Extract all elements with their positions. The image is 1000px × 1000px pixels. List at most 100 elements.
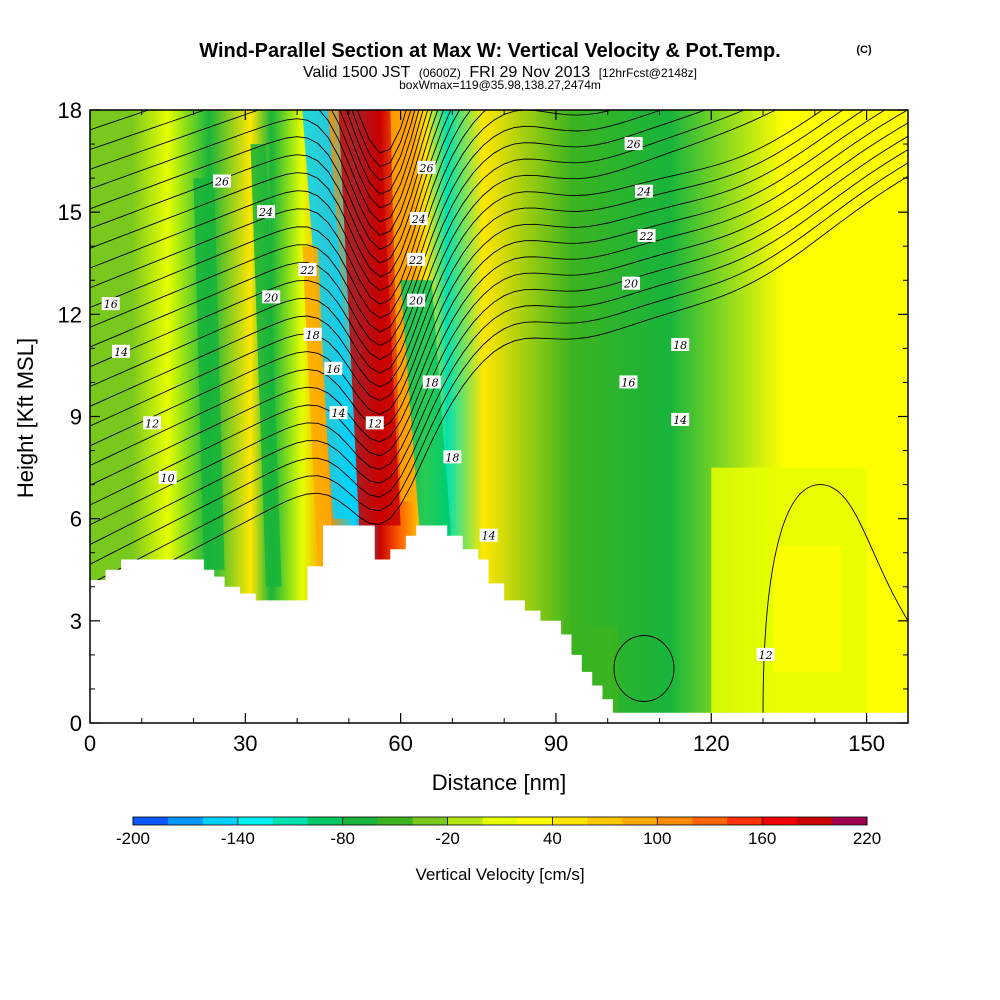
theta-contour: [90, 110, 429, 223]
theta-contour: [90, 110, 452, 278]
theta-contour-label: 26: [417, 160, 436, 175]
colorbar-tick-label: -20: [435, 829, 460, 848]
theta-contour-label: 10: [158, 470, 177, 485]
colorbar-swatch: [167, 817, 204, 825]
colorbar-swatch: [272, 817, 309, 825]
theta-contour-label: 14: [479, 528, 498, 543]
theta-contour-label: 24: [409, 211, 428, 226]
colorbar-swatch: [797, 817, 833, 825]
theta-contour-labels: 26 24 22 20 18 16 16 14 14 12 12 10 26 24 22 20 18 18 14 26…: [101, 137, 775, 662]
colorbar-swatch: [762, 817, 798, 825]
theta-contour-label: 14: [671, 412, 690, 427]
theta-contour-label: 24: [257, 205, 276, 219]
theta-contour-label: 22: [298, 263, 317, 277]
theta-contour-label: 24: [634, 184, 653, 199]
colorbar-swatch: [622, 817, 658, 825]
theta-contour-label: 16: [101, 297, 120, 311]
colorbar-tick-label: 40: [543, 829, 562, 848]
colorbar-swatch: [832, 817, 868, 825]
colorbar-tick-label: 220: [853, 829, 881, 848]
colorbar-swatch: [377, 817, 414, 825]
velocity-cell: [250, 144, 282, 587]
theta-contour: [90, 122, 908, 526]
colorbar-swatch: [657, 817, 693, 825]
colorbar-tick-label: 100: [643, 829, 671, 848]
theta-contour-label: 12: [756, 647, 775, 662]
x-tick-label: 90: [544, 731, 568, 756]
y-tick-label: 9: [70, 405, 82, 430]
colorbar-swatch: [447, 817, 484, 825]
y-tick-label: 18: [58, 98, 82, 123]
terrain: [90, 525, 908, 723]
theta-contour: [90, 110, 433, 237]
svg-text:14: 14: [332, 407, 346, 420]
svg-text:24: 24: [636, 186, 651, 199]
colorbar-swatch: [692, 817, 728, 825]
theta-contour: [90, 110, 746, 387]
x-tick-label: 30: [233, 731, 257, 756]
svg-text:26: 26: [214, 176, 229, 189]
theta-contour: [90, 149, 908, 565]
svg-text:18: 18: [673, 339, 687, 352]
theta-contour: [90, 110, 908, 506]
theta-contour: [90, 110, 707, 368]
subtitle-utc: (0600Z): [419, 66, 461, 80]
theta-contour-label: 18: [443, 450, 462, 464]
copyright-mark: (C): [856, 44, 872, 56]
svg-text:26: 26: [626, 138, 641, 151]
theta-contour-label: 20: [407, 293, 426, 308]
colorbar-swatch: [202, 817, 239, 825]
theta-contour: [90, 110, 777, 407]
svg-text:10: 10: [161, 472, 175, 485]
y-tick-label: 12: [58, 302, 82, 327]
svg-text:18: 18: [306, 329, 320, 342]
chart-subtitle: Valid 1500 JST (0600Z) FRI 29 Nov 2013 […: [303, 64, 697, 81]
y-axis-label: Height [Kft MSL]: [13, 338, 38, 498]
colorbar: -200 -140 -80 -20 40 100 160 220: [116, 816, 881, 848]
theta-contour: [90, 110, 844, 447]
svg-text:20: 20: [623, 278, 638, 291]
svg-text:22: 22: [408, 254, 423, 267]
theta-contour-label: 14: [329, 406, 348, 420]
x-axis: 0 30 60 90 120 150: [84, 110, 885, 756]
subtitle-date: FRI 29 Nov 2013: [469, 64, 590, 81]
theta-contour: [90, 110, 663, 348]
subtitle-valid-time: Valid 1500 JST: [303, 64, 411, 81]
svg-text:18: 18: [445, 451, 459, 464]
x-tick-label: 0: [84, 731, 96, 756]
svg-text:14: 14: [673, 414, 687, 427]
colorbar-tick-label: -200: [116, 829, 150, 848]
theta-contour-label: 18: [671, 337, 690, 352]
svg-text:26: 26: [419, 162, 434, 175]
colorbar-swatch: [133, 817, 169, 825]
theta-contour-label: 18: [422, 375, 441, 389]
chart-title: Wind-Parallel Section at Max W: Vertical…: [199, 40, 780, 62]
theta-contour-label: 16: [324, 361, 343, 376]
y-tick-label: 6: [70, 507, 82, 532]
theta-contour-label: 16: [619, 375, 638, 389]
colorbar-tick-label: 160: [748, 829, 776, 848]
theta-contour-label: 22: [637, 229, 656, 243]
chart-subtitle-box: boxWmax=119@35.98,138.27,2474m: [399, 78, 601, 92]
theta-contour-label: 18: [303, 327, 322, 342]
svg-text:14: 14: [482, 530, 496, 543]
colorbar-tick-label: -140: [221, 829, 255, 848]
theta-contour: [90, 135, 908, 545]
theta-contour-label: 12: [365, 416, 384, 430]
plot-area: 26 24 22 20 18 16 16 14 14 12 12 10 26 24 22 20 18 18 14 26…: [90, 110, 908, 723]
velocity-cell: [193, 178, 225, 570]
svg-text:24: 24: [411, 213, 426, 226]
theta-contour-label: 20: [622, 276, 641, 291]
colorbar-swatch: [307, 817, 344, 825]
svg-text:14: 14: [114, 346, 128, 359]
y-axis: 0 3 6 9 12 15 18: [58, 98, 908, 736]
velocity-cell: [773, 545, 841, 672]
colorbar-swatch: [342, 817, 379, 825]
svg-text:18: 18: [425, 376, 439, 389]
theta-contour: [90, 175, 908, 605]
y-tick-label: 15: [58, 200, 82, 225]
colorbar-swatch: [482, 817, 518, 825]
theta-contour: [90, 110, 487, 319]
svg-text:16: 16: [104, 298, 118, 311]
x-tick-label: 150: [848, 731, 885, 756]
